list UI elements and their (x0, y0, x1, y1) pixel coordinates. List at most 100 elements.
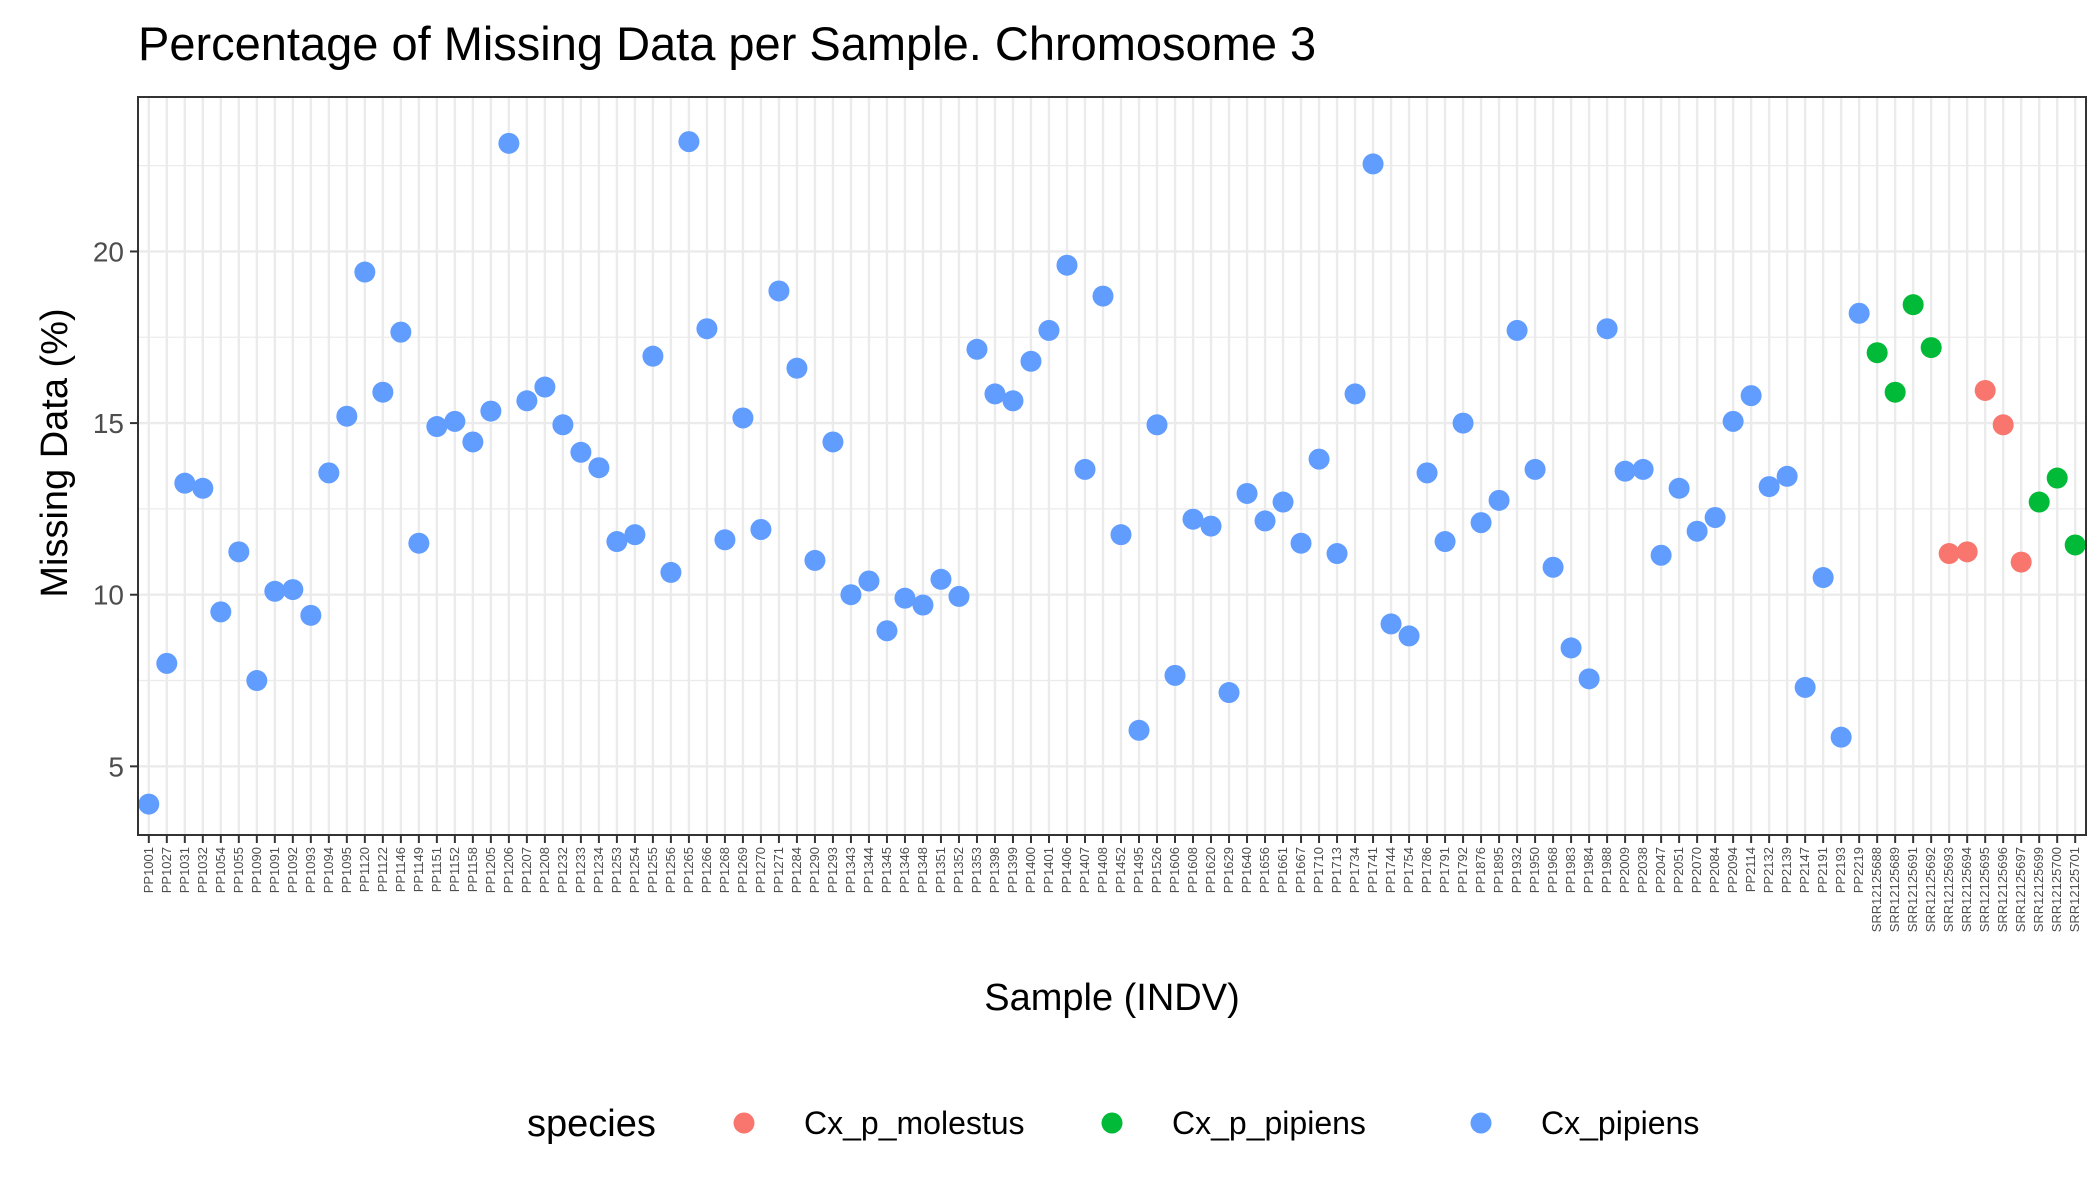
y-tick-label: 20 (93, 236, 124, 267)
data-point (1416, 462, 1438, 484)
x-tick-label: PP1149 (411, 847, 426, 892)
data-point (1686, 520, 1708, 542)
x-tick-label: PP2219 (1851, 847, 1866, 893)
data-point (1776, 465, 1798, 487)
x-tick-label: PP1344 (861, 847, 876, 893)
x-tick-label: PP1293 (825, 847, 840, 893)
x-tick-label: PP2191 (1815, 847, 1830, 893)
data-point (642, 345, 664, 367)
x-tick-label: SRR12125699 (2031, 847, 2046, 932)
data-point (2046, 467, 2068, 489)
data-point (750, 519, 772, 541)
x-axis-title: Sample (INDV) (984, 977, 1240, 1019)
data-point (1722, 410, 1744, 432)
x-tick-label: PP1146 (393, 847, 408, 892)
x-tick-label: PP1407 (1077, 847, 1092, 893)
data-point (1992, 414, 2014, 436)
x-tick-label: PP1983 (1563, 847, 1578, 893)
x-tick-label: PP1234 (591, 847, 606, 893)
data-point (462, 431, 484, 453)
x-tick-label: PP1988 (1599, 847, 1614, 893)
data-point (1056, 254, 1078, 276)
legend: species Cx_p_molestus Cx_p_pipiens Cx_pipie… (527, 1103, 1699, 1145)
data-point (1866, 342, 1888, 364)
data-point (1218, 682, 1240, 704)
data-point (1308, 448, 1330, 470)
x-tick-label: PP1090 (249, 847, 264, 893)
data-point (588, 457, 610, 479)
x-tick-label: PP1254 (627, 847, 642, 893)
data-point (1974, 379, 1996, 401)
x-tick-label: SRR12125692 (1923, 847, 1938, 932)
x-tick-label: PP1352 (951, 847, 966, 893)
x-tick-label: PP1398 (987, 847, 1002, 893)
data-point (1074, 458, 1096, 480)
x-tick-label: PP2038 (1635, 847, 1650, 893)
data-point (174, 472, 196, 494)
data-point (1758, 476, 1780, 498)
data-point (390, 321, 412, 343)
x-tick-label: PP1255 (645, 847, 660, 893)
data-point (1542, 556, 1564, 578)
x-tick-label: SRR12125688 (1869, 847, 1884, 932)
x-tick-label: PP2193 (1833, 847, 1848, 893)
data-point (1650, 544, 1672, 566)
x-tick-label: PP1406 (1059, 847, 1074, 893)
x-tick-label: PP2009 (1617, 847, 1632, 893)
y-axis: 5 10 15 20 (93, 236, 138, 782)
x-tick-label: PP1206 (501, 847, 516, 893)
legend-label: Cx_p_pipiens (1172, 1105, 1366, 1141)
data-point (498, 132, 520, 154)
y-axis-title: Missing Data (%) (34, 308, 76, 597)
data-point (1020, 350, 1042, 372)
x-tick-label: PP1452 (1113, 847, 1128, 893)
x-tick-label: PP1656 (1257, 847, 1272, 893)
data-point (1110, 524, 1132, 546)
data-point (1038, 319, 1060, 341)
x-tick-label: SRR12125696 (1995, 847, 2010, 932)
data-point (1092, 285, 1114, 307)
x-tick-label: PP1091 (267, 847, 282, 893)
data-point (804, 549, 826, 571)
x-tick-label: PP1151 (429, 847, 444, 892)
data-point (822, 431, 844, 453)
x-tick-label: PP1932 (1509, 847, 1524, 893)
data-point (948, 585, 970, 607)
x-tick-label: PP1345 (879, 847, 894, 893)
data-point (984, 383, 1006, 405)
plot-panel-background (138, 97, 2086, 835)
x-tick-label: PP1667 (1293, 847, 1308, 893)
data-point (246, 670, 268, 692)
x-axis: PP1001 PP1027 PP1031 PP1032 PP1054 PP1055 PP10… (141, 835, 2082, 932)
data-point (1254, 510, 1276, 532)
x-tick-label: PP1608 (1185, 847, 1200, 893)
x-tick-label: SRR12125689 (1887, 847, 1902, 932)
x-tick-label: PP1092 (285, 847, 300, 893)
data-point (1398, 625, 1420, 647)
x-tick-label: PP1629 (1221, 847, 1236, 893)
data-point (1902, 294, 1924, 316)
x-tick-label: PP1120 (357, 847, 372, 892)
data-point (1200, 515, 1222, 537)
data-point (318, 462, 340, 484)
data-point (1614, 460, 1636, 482)
x-tick-label: PP2139 (1779, 847, 1794, 893)
data-point (1524, 458, 1546, 480)
x-tick-label: PP1968 (1545, 847, 1560, 893)
x-tick-label: PP1268 (717, 847, 732, 893)
data-point (678, 131, 700, 153)
x-tick-label: PP1754 (1401, 847, 1416, 893)
data-point (1488, 489, 1510, 511)
data-point (930, 568, 952, 590)
x-tick-label: PP1095 (339, 847, 354, 893)
x-tick-label: PP1346 (897, 847, 912, 893)
x-tick-label: PP1353 (969, 847, 984, 893)
data-point (1344, 383, 1366, 405)
x-tick-label: PP1001 (141, 847, 156, 893)
data-point (1596, 318, 1618, 340)
y-tick-label: 15 (93, 408, 124, 439)
x-tick-label: PP1400 (1023, 847, 1038, 893)
data-point (786, 357, 808, 379)
data-point (408, 532, 430, 554)
